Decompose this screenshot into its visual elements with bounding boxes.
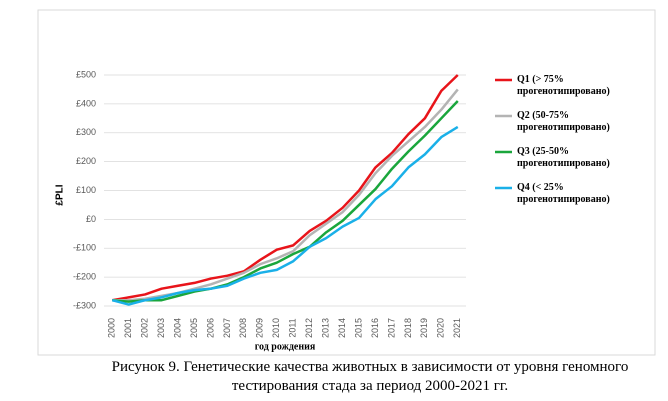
caption: Рисунок 9. Генетические качества животны… — [111, 359, 629, 394]
x-tick-label: 2000 — [107, 318, 117, 338]
x-tick-label: 2015 — [353, 318, 363, 338]
x-tick-label: 2016 — [370, 318, 380, 338]
y-axis-label: £PLI — [55, 184, 66, 205]
x-tick-label: 2005 — [189, 318, 199, 338]
series-line — [112, 100, 459, 303]
legend-entry: Q1 (> 75% прогенотипировано) — [517, 74, 610, 97]
y-tick-label: £0 — [86, 214, 96, 224]
chart-frame — [37, 9, 656, 356]
y-tick-label: £500 — [76, 69, 96, 79]
x-tick-label: 2006 — [205, 318, 215, 338]
series-line — [112, 74, 459, 302]
legend-entry: Q2 (50-75% прогенотипировано) — [517, 110, 610, 133]
x-tick-label: 2002 — [140, 318, 150, 338]
x-tick-label: 2008 — [238, 318, 248, 338]
x-tick-label: 2009 — [255, 318, 265, 338]
x-tick-label: 2010 — [271, 318, 281, 338]
x-tick-label: 2018 — [403, 318, 413, 338]
x-tick-label: 2014 — [337, 318, 347, 338]
x-tick-label: 2003 — [156, 318, 166, 338]
x-tick-label: 2020 — [436, 318, 446, 338]
y-tick-label: £100 — [76, 185, 96, 195]
y-tick-label: £200 — [76, 156, 96, 166]
x-axis-label: год рождения — [255, 341, 316, 352]
series-line — [111, 125, 459, 306]
legend-entry: Q3 (25-50% прогенотипировано) — [517, 146, 610, 169]
y-tick-label: £300 — [76, 127, 96, 137]
x-tick-label: 2007 — [222, 318, 232, 338]
y-tick-label: -£300 — [73, 300, 96, 310]
y-tick-label: -£200 — [73, 272, 96, 282]
x-tick-label: 2011 — [288, 318, 298, 337]
x-tick-label: 2021 — [452, 318, 462, 338]
x-tick-label: 2012 — [304, 318, 314, 338]
series-line — [112, 88, 459, 302]
y-tick-label: -£100 — [73, 243, 96, 253]
y-tick-label: £400 — [76, 98, 96, 108]
x-tick-label: 2004 — [172, 318, 182, 338]
x-tick-label: 2001 — [123, 318, 133, 338]
x-tick-label: 2017 — [386, 318, 396, 338]
legend-entry: Q4 (< 25% прогенотипировано) — [517, 182, 610, 205]
x-tick-label: 2019 — [419, 318, 429, 338]
x-tick-label: 2013 — [321, 318, 331, 338]
